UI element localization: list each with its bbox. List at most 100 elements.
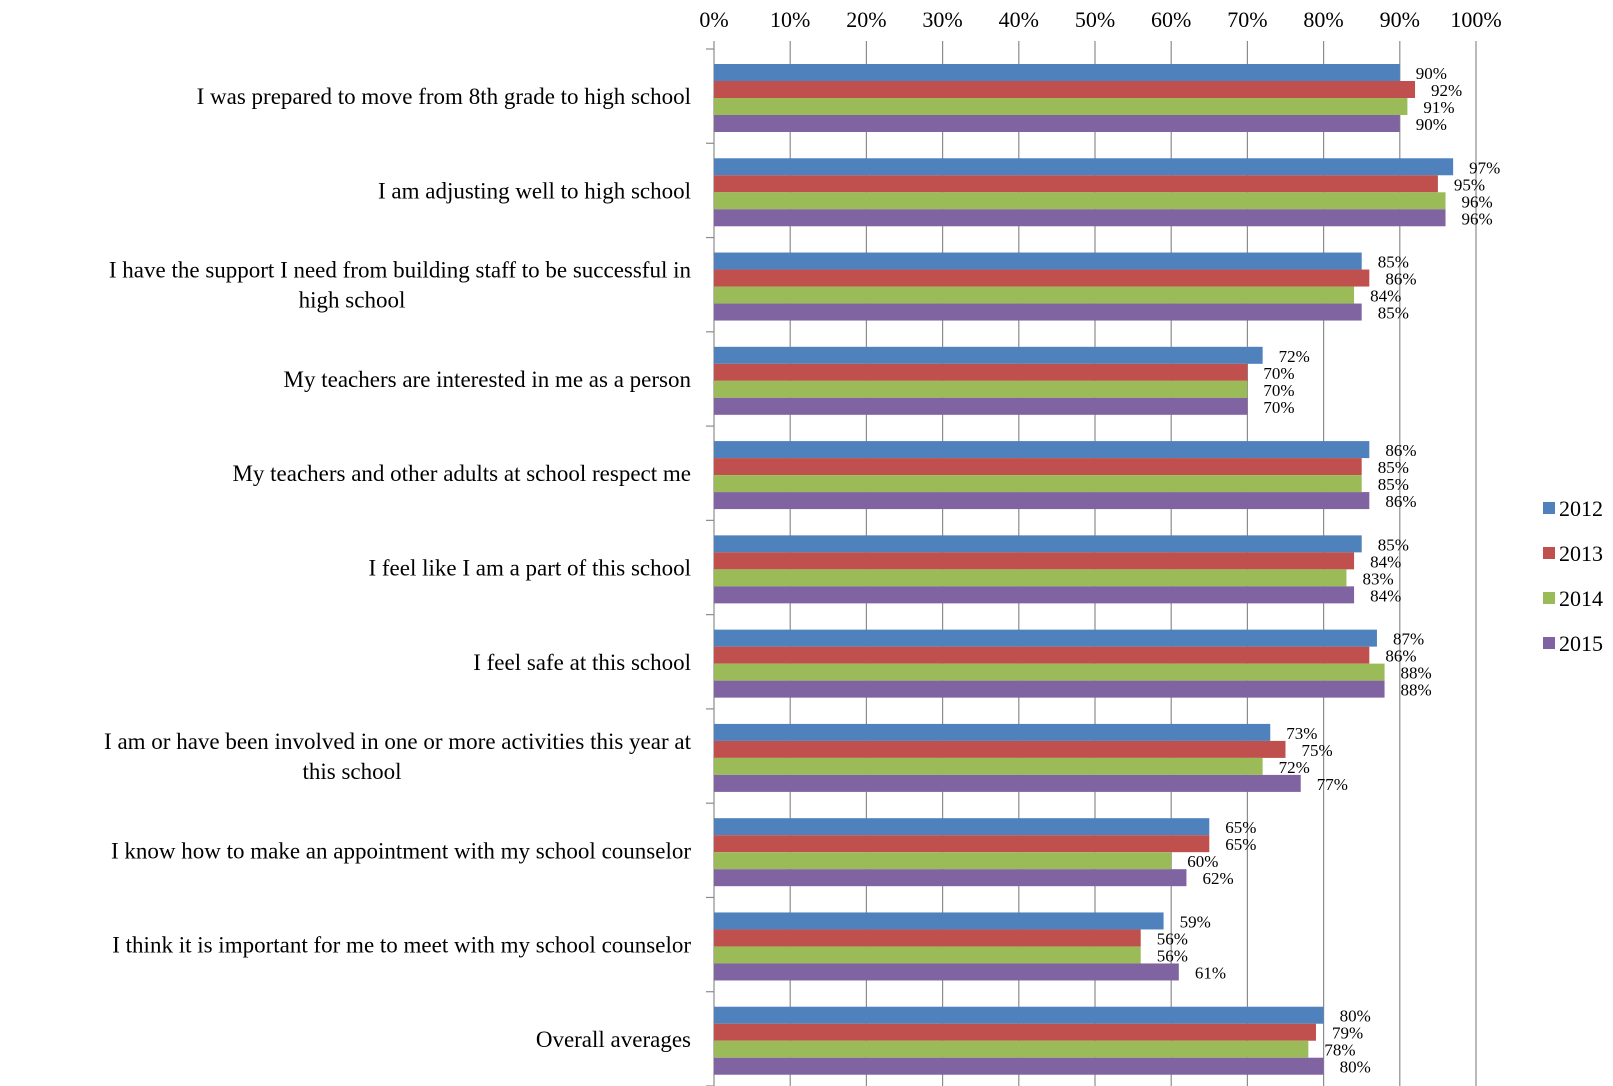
x-tick-label: 100%: [1450, 7, 1501, 32]
bar: [714, 363, 1248, 381]
data-label: 80%: [1340, 1058, 1371, 1077]
bar: [714, 269, 1370, 287]
category-label: high school: [299, 288, 406, 313]
category-label: I think it is important for me to meet w…: [112, 933, 691, 958]
legend-label: 2014: [1559, 586, 1603, 611]
x-tick-label: 60%: [1151, 7, 1191, 32]
bar: [714, 1023, 1316, 1041]
legend-label: 2015: [1559, 631, 1603, 656]
bars-layer: [714, 64, 1454, 1075]
data-label: 70%: [1263, 364, 1294, 383]
category-label: I feel safe at this school: [473, 650, 691, 675]
x-tick-label: 70%: [1227, 7, 1267, 32]
bar: [714, 535, 1362, 553]
bar: [714, 441, 1370, 459]
data-label: 85%: [1378, 304, 1409, 323]
legend-swatch: [1543, 547, 1555, 559]
x-tick-label: 0%: [699, 7, 728, 32]
data-label: 83%: [1362, 569, 1393, 588]
data-label: 75%: [1302, 741, 1333, 760]
bar: [714, 192, 1446, 210]
data-label: 86%: [1385, 441, 1416, 460]
data-label: 70%: [1263, 398, 1294, 417]
data-label: 96%: [1462, 209, 1493, 228]
data-label: 65%: [1225, 835, 1256, 854]
data-label: 86%: [1385, 647, 1416, 666]
category-label: I feel like I am a part of this school: [368, 556, 691, 581]
data-label: 86%: [1385, 270, 1416, 289]
bar: [714, 1006, 1324, 1024]
bar: [714, 175, 1438, 193]
data-label: 70%: [1263, 381, 1294, 400]
data-label: 84%: [1370, 552, 1401, 571]
category-label: I was prepared to move from 8th grade to…: [197, 84, 691, 109]
data-label: 92%: [1431, 81, 1462, 100]
bar: [714, 303, 1362, 321]
legend-swatch: [1543, 637, 1555, 649]
bar: [714, 1057, 1324, 1075]
bar: [714, 586, 1355, 604]
bar: [714, 286, 1355, 304]
bar: [714, 757, 1263, 775]
bar: [714, 475, 1362, 493]
bar: [714, 569, 1347, 587]
bar: [714, 98, 1408, 115]
x-axis-ticks: 0% 10% 20% 30% 40% 50% 60% 70% 80% 90% 100%: [699, 7, 1501, 32]
bar: [714, 252, 1362, 270]
data-label: 91%: [1423, 98, 1454, 117]
bar: [714, 346, 1263, 364]
data-label: 85%: [1378, 253, 1409, 272]
bar: [714, 629, 1377, 647]
bar: [714, 818, 1210, 836]
bar: [714, 912, 1164, 930]
data-label: 78%: [1324, 1041, 1355, 1060]
x-tick-label: 90%: [1380, 7, 1420, 32]
data-label: 72%: [1279, 758, 1310, 777]
category-label: I am adjusting well to high school: [378, 178, 691, 203]
bar: [714, 492, 1370, 510]
bar: [714, 1040, 1309, 1058]
x-tick-label: 30%: [922, 7, 962, 32]
category-label: this school: [302, 759, 401, 784]
data-label: 86%: [1385, 492, 1416, 511]
legend-swatch: [1543, 502, 1555, 514]
bar: [714, 81, 1416, 98]
bar: [714, 680, 1385, 698]
category-label: I know how to make an appointment with m…: [111, 838, 691, 863]
data-label: 97%: [1469, 158, 1500, 177]
data-label: 85%: [1378, 535, 1409, 554]
data-label: 80%: [1340, 1007, 1371, 1026]
data-label: 84%: [1370, 586, 1401, 605]
bar: [714, 723, 1271, 741]
bar: [714, 929, 1141, 947]
data-label: 96%: [1462, 192, 1493, 211]
bar: [714, 852, 1172, 870]
data-label: 65%: [1225, 818, 1256, 837]
data-label: 77%: [1317, 775, 1348, 794]
bar: [714, 869, 1187, 887]
bar: [714, 963, 1179, 981]
data-label: 90%: [1416, 115, 1447, 134]
data-label: 61%: [1195, 963, 1226, 982]
data-label: 56%: [1157, 929, 1188, 948]
bar: [714, 946, 1141, 964]
bar: [714, 397, 1248, 415]
category-label: Overall averages: [536, 1027, 691, 1052]
data-label: 60%: [1187, 852, 1218, 871]
data-label: 88%: [1401, 664, 1432, 683]
x-tick-label: 50%: [1075, 7, 1115, 32]
bar: [714, 115, 1400, 132]
legend-swatch: [1543, 592, 1555, 604]
data-labels-layer: 90%92%91%90%97%95%96%96%85%86%84%85%72%7…: [1157, 64, 1501, 1077]
bar: [714, 64, 1400, 81]
x-tick-label: 80%: [1303, 7, 1343, 32]
bar: [714, 663, 1385, 681]
legend: 2012 2013 2014 2015: [1543, 496, 1603, 656]
data-label: 62%: [1202, 869, 1233, 888]
category-label: I am or have been involved in one or mor…: [104, 729, 692, 754]
bar: [714, 158, 1454, 176]
legend-label: 2013: [1559, 541, 1603, 566]
data-label: 73%: [1286, 724, 1317, 743]
x-tick-label: 10%: [770, 7, 810, 32]
